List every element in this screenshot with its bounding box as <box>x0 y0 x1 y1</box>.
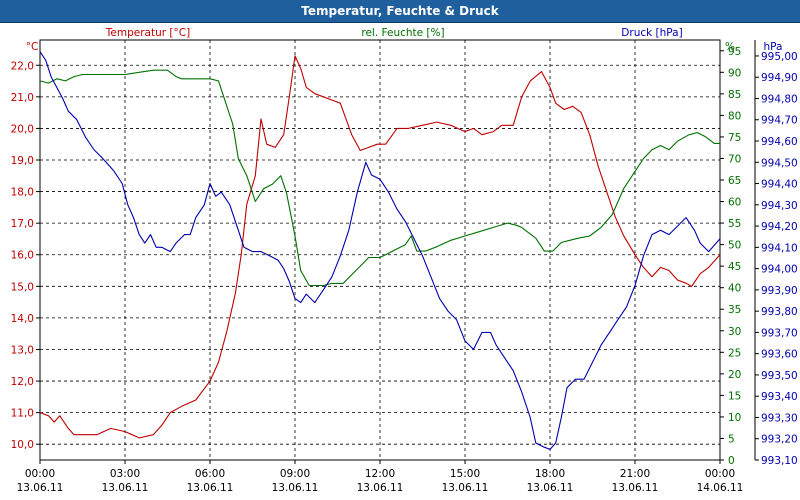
pressure-tick-label: 993,10 <box>761 455 798 467</box>
x-tick-label-date: 13.06.11 <box>357 482 404 494</box>
temp-tick-label: 20,0 <box>11 123 34 135</box>
pressure-tick-label: 993,40 <box>761 391 798 403</box>
series-line-pressure <box>39 51 721 450</box>
humidity-tick-label: 25 <box>728 347 741 359</box>
humidity-tick-label: 10 <box>728 412 741 424</box>
x-tick-label-date: 14.06.11 <box>697 482 744 494</box>
x-tick-label-date: 13.06.11 <box>17 482 64 494</box>
pressure-tick-label: 994,40 <box>761 179 798 191</box>
pressure-tick-label: 994,60 <box>761 136 798 148</box>
x-tick-label-time: 03:00 <box>110 468 140 480</box>
temp-tick-label: 12,0 <box>11 376 34 388</box>
humidity-tick-label: 20 <box>728 369 741 381</box>
axes: 00:00 13.06.11 03:00 13.06.11 06:00 13.06.11 0… <box>11 27 798 494</box>
pressure-tick-label: 993,30 <box>761 412 798 424</box>
humidity-tick-label: 60 <box>728 197 741 209</box>
humidity-tick-label: 65 <box>728 175 741 187</box>
x-tick-label-time: 00:00 <box>25 468 55 480</box>
humidity-tick-label: 90 <box>728 67 741 79</box>
pressure-tick-label: 993,70 <box>761 327 798 339</box>
temp-tick-label: 11,0 <box>11 408 34 420</box>
temp-tick-label: 10,0 <box>11 439 34 451</box>
pressure-tick-label: 994,30 <box>761 200 798 212</box>
humidity-tick-label: 95 <box>728 46 741 58</box>
pressure-tick-label: 994,00 <box>761 264 798 276</box>
x-tick-label-date: 13.06.11 <box>442 482 489 494</box>
x-tick-label-time: 09:00 <box>280 468 310 480</box>
temp-tick-label: 17,0 <box>11 218 34 230</box>
series-label: Druck [hPa] <box>621 27 682 39</box>
humidity-tick-label: 75 <box>728 132 741 144</box>
x-tick-label-time: 21:00 <box>620 468 650 480</box>
weather-chart: 00:00 13.06.11 03:00 13.06.11 06:00 13.06.11 0… <box>11 27 798 494</box>
humidity-tick-label: 80 <box>728 110 741 122</box>
data-series <box>39 51 721 450</box>
pressure-tick-label: 994,70 <box>761 115 798 127</box>
chart-title-bar: Temperatur, Feuchte & Druck <box>0 0 800 23</box>
humidity-tick-label: 15 <box>728 390 741 402</box>
grid-lines <box>40 40 720 460</box>
temp-tick-label: 22,0 <box>11 60 34 72</box>
pressure-axis-unit: hPa <box>764 41 783 53</box>
x-tick-label-time: 15:00 <box>450 468 480 480</box>
x-tick-label-time: 18:00 <box>535 468 565 480</box>
humidity-tick-label: 55 <box>728 218 741 230</box>
pressure-tick-label: 993,80 <box>761 306 798 318</box>
pressure-tick-label: 994,80 <box>761 93 798 105</box>
pressure-tick-label: 993,90 <box>761 285 798 297</box>
pressure-tick-label: 993,50 <box>761 370 798 382</box>
temp-tick-label: 14,0 <box>11 313 34 325</box>
x-tick-label-date: 13.06.11 <box>272 482 319 494</box>
pressure-tick-label: 994,50 <box>761 157 798 169</box>
x-tick-label-time: 00:00 <box>705 468 735 480</box>
chart-title: Temperatur, Feuchte & Druck <box>301 4 499 18</box>
humidity-tick-label: 0 <box>728 455 735 467</box>
temp-tick-label: 19,0 <box>11 155 34 167</box>
temp-axis-unit: °C <box>26 41 39 53</box>
humidity-tick-label: 5 <box>728 433 735 445</box>
temp-tick-label: 21,0 <box>11 92 34 104</box>
x-tick-label-date: 13.06.11 <box>102 482 149 494</box>
x-tick-label-date: 13.06.11 <box>612 482 659 494</box>
x-tick-label-time: 12:00 <box>365 468 395 480</box>
temp-tick-label: 13,0 <box>11 344 34 356</box>
x-tick-label-date: 13.06.11 <box>187 482 234 494</box>
series-label: rel. Feuchte [%] <box>361 27 444 39</box>
humidity-tick-label: 70 <box>728 153 741 165</box>
humidity-tick-label: 35 <box>728 304 741 316</box>
pressure-tick-label: 993,20 <box>761 434 798 446</box>
pressure-tick-label: 995,00 <box>761 51 798 63</box>
pressure-tick-label: 993,60 <box>761 349 798 361</box>
x-tick-label-date: 13.06.11 <box>527 482 574 494</box>
temp-tick-label: 18,0 <box>11 187 34 199</box>
humidity-tick-label: 45 <box>728 261 741 273</box>
series-line-humidity <box>39 69 720 287</box>
humidity-axis-unit: % <box>725 41 735 53</box>
series-label: Temperatur [°C] <box>105 27 190 39</box>
humidity-tick-label: 50 <box>728 240 741 252</box>
pressure-tick-label: 994,90 <box>761 72 798 84</box>
series-line-temperature <box>39 55 721 439</box>
pressure-tick-label: 994,10 <box>761 242 798 254</box>
humidity-tick-label: 30 <box>728 326 741 338</box>
temp-tick-label: 15,0 <box>11 281 34 293</box>
humidity-tick-label: 40 <box>728 283 741 295</box>
pressure-tick-label: 994,20 <box>761 221 798 233</box>
humidity-tick-label: 85 <box>728 89 741 101</box>
temp-tick-label: 16,0 <box>11 250 34 262</box>
x-tick-label-time: 06:00 <box>195 468 225 480</box>
